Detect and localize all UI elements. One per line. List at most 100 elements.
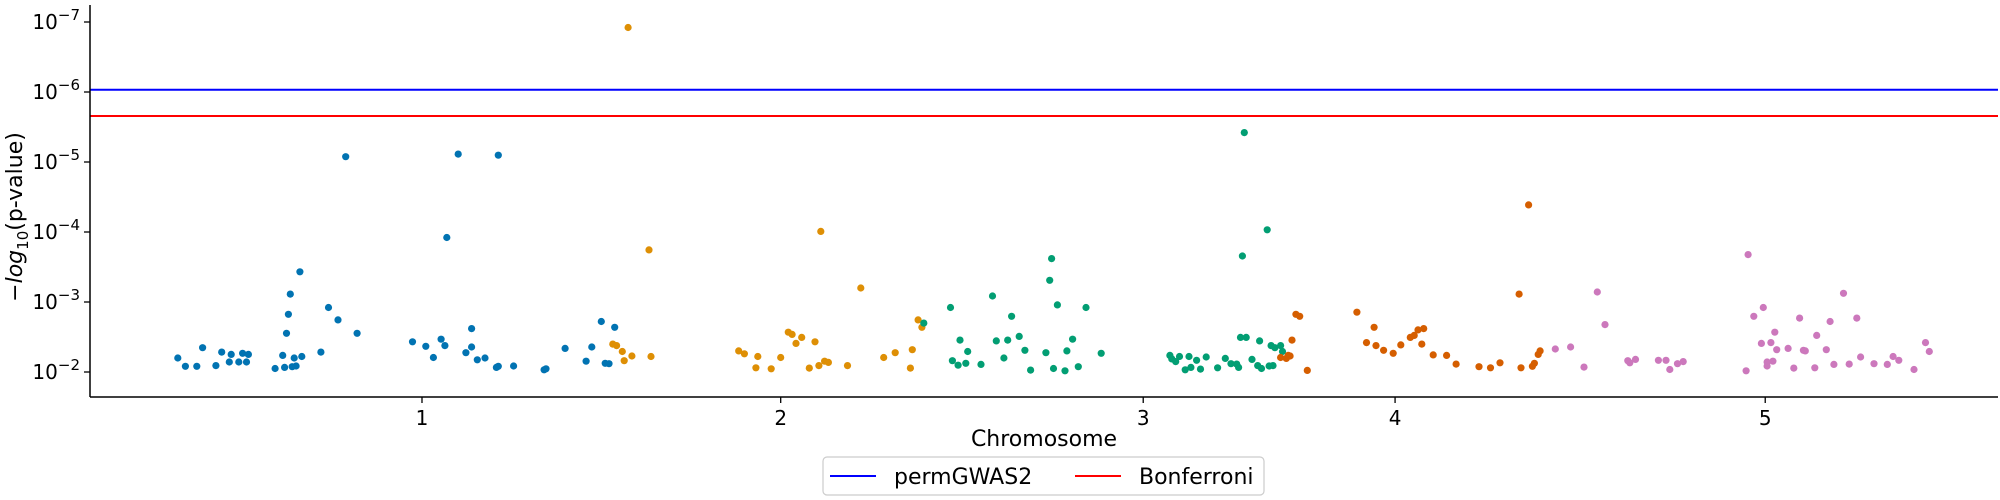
point-chr4-0 <box>1277 353 1285 362</box>
point-chr1-11 <box>244 350 252 358</box>
point-chr1-46 <box>561 344 569 352</box>
point-chr3-38 <box>1221 354 1229 362</box>
point-chr3-8 <box>988 292 997 300</box>
point-chr3-16 <box>1042 349 1050 357</box>
point-chr4-28 <box>1525 201 1533 209</box>
point-chr3-18 <box>1048 255 1056 263</box>
point-chr1-52 <box>611 323 619 331</box>
point-chr3-4 <box>956 336 964 344</box>
point-chr2-12 <box>767 365 775 373</box>
point-chr1-31 <box>437 335 445 343</box>
point-chr5-31 <box>1822 346 1830 354</box>
point-chr1-14 <box>281 363 289 371</box>
point-chr3-9 <box>992 337 1000 345</box>
point-chr1-39 <box>481 354 489 362</box>
point-chr5-40 <box>1889 352 1897 361</box>
y-tick-label: 10−2 <box>32 356 80 384</box>
point-chr1-29 <box>422 342 430 350</box>
threshold-lines <box>90 88 1998 117</box>
point-chr1-36 <box>468 325 476 333</box>
point-chr2-15 <box>788 330 796 338</box>
point-chr2-2 <box>618 347 626 356</box>
point-chr5-39 <box>1883 360 1891 368</box>
point-chr3-0 <box>920 319 928 327</box>
point-chr5-10 <box>1666 365 1674 374</box>
point-chr1-13 <box>279 351 287 359</box>
point-chr3-39 <box>1227 360 1235 368</box>
point-chr4-23 <box>1475 363 1483 371</box>
point-chr1-24 <box>324 303 333 312</box>
point-chr5-43 <box>1921 339 1930 347</box>
point-chr5-30 <box>1813 331 1821 339</box>
point-chr1-23 <box>317 348 325 356</box>
point-chr2-26 <box>880 353 888 362</box>
point-chr3-1 <box>946 303 955 312</box>
point-chr3-36 <box>1202 353 1210 361</box>
point-chr1-38 <box>473 356 481 364</box>
point-chr2-19 <box>811 338 819 346</box>
point-chr3-7 <box>977 360 985 368</box>
point-chr4-12 <box>1380 346 1388 354</box>
point-chr4-10 <box>1370 323 1378 331</box>
point-chr4-22 <box>1452 360 1460 368</box>
point-chr3-56 <box>1278 347 1287 356</box>
point-chr3-50 <box>1263 226 1271 234</box>
point-chr3-44 <box>1240 129 1248 137</box>
point-chr2-8 <box>735 347 743 355</box>
x-tick-label-3: 3 <box>1137 406 1150 430</box>
point-chr3-31 <box>1181 366 1189 374</box>
point-chr1-22 <box>298 352 306 361</box>
point-chr3-29 <box>1172 358 1180 366</box>
point-chr2-28 <box>906 364 915 372</box>
point-chr5-4 <box>1601 321 1609 329</box>
point-chr1-0 <box>174 354 182 362</box>
point-chr1-26 <box>342 153 350 161</box>
point-chr2-29 <box>908 346 916 354</box>
point-chr5-13 <box>1742 367 1750 375</box>
point-chr5-25 <box>1790 364 1798 372</box>
point-chr1-33 <box>443 233 451 242</box>
point-chr5-16 <box>1757 339 1765 347</box>
point-chr3-20 <box>1053 301 1061 309</box>
point-chr1-5 <box>218 348 226 356</box>
point-chr3-45 <box>1242 333 1250 341</box>
point-chr1-37 <box>468 343 476 351</box>
point-chr3-32 <box>1185 352 1193 361</box>
point-chr3-5 <box>962 359 970 367</box>
point-chr3-13 <box>1015 332 1023 340</box>
y-axis-title-log: log <box>3 250 28 284</box>
point-chr3-6 <box>964 347 972 356</box>
point-chr3-3 <box>954 361 962 369</box>
point-chr1-15 <box>282 329 291 337</box>
point-chr2-10 <box>752 364 760 372</box>
point-chr5-34 <box>1839 289 1848 297</box>
point-chr3-10 <box>1000 354 1008 362</box>
point-chr5-24 <box>1784 344 1792 352</box>
point-chr3-12 <box>1008 312 1016 320</box>
point-chr3-24 <box>1074 363 1082 371</box>
point-chr3-33 <box>1187 363 1195 371</box>
point-chr3-46 <box>1248 355 1256 363</box>
point-chr2-20 <box>815 362 823 370</box>
y-axis-title-rest: (p-value) <box>3 132 28 231</box>
point-chr1-9 <box>239 349 247 357</box>
point-chr5-35 <box>1845 360 1853 368</box>
point-chr1-45 <box>542 365 550 373</box>
legend-label-bonferroni: Bonferroni <box>1139 465 1254 490</box>
point-chr5-3 <box>1593 288 1601 296</box>
point-chr5-29 <box>1811 364 1819 372</box>
point-chr1-6 <box>225 358 233 366</box>
point-chr5-36 <box>1853 314 1861 322</box>
point-chr4-32 <box>1536 347 1544 355</box>
point-chr2-27 <box>891 349 899 357</box>
point-chr4-19 <box>1420 325 1428 333</box>
point-chr2-25 <box>857 284 865 292</box>
point-chr3-43 <box>1238 252 1246 260</box>
point-chr3-41 <box>1235 363 1243 371</box>
y-axis-title: −log10(p-value) <box>3 132 32 302</box>
y-tick-label: 10−5 <box>32 146 80 174</box>
x-tick-label-4: 4 <box>1389 406 1402 430</box>
point-chr2-11 <box>754 352 762 361</box>
point-chr3-42 <box>1236 333 1245 341</box>
